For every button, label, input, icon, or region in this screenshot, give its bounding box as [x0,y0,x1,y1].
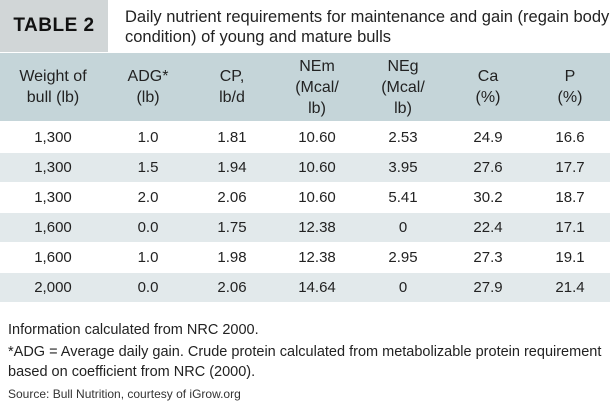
col-header-line: lb) [394,99,412,117]
table-cell: 1.81 [190,121,274,153]
col-header-line: P [564,68,576,85]
col-header-nem: NEm (Mcal/ lb) [274,53,360,122]
col-header-line: (lb) [136,89,160,106]
col-header-p: P (%) [530,53,610,122]
table-cell: 1.5 [106,152,190,183]
table-cell: 1,300 [0,121,106,153]
table-label: TABLE 2 [0,0,108,52]
footnote-adg: *ADG = Average daily gain. Crude protein… [8,344,602,380]
table-cell: 2.95 [360,242,446,273]
table-cell: 21.4 [530,272,610,303]
table-cell: 12.38 [274,242,360,273]
table-cell: 18.7 [530,182,610,213]
source-credit: Source: Bull Nutrition, courtesy of iGro… [8,387,241,401]
col-header-line: NEm [299,57,335,75]
table-cell: 12.38 [274,212,360,243]
table-cell: 0 [360,272,446,303]
table-cell: 1,600 [0,212,106,243]
table-cell: 1.75 [190,212,274,243]
col-header-neg: NEg (Mcal/ lb) [360,53,446,122]
col-header-line: bull (lb) [26,89,80,106]
col-header-line: lb) [308,99,326,117]
table-cell: 22.4 [446,212,530,243]
table-footnotes: Information calculated from NRC 2000. *A… [8,320,604,414]
table-cell: 27.9 [446,272,530,303]
table-caption: Daily nutrient requirements for maintena… [108,0,610,52]
table-cell: 14.64 [274,272,360,303]
table-cell: 1.0 [106,121,190,153]
col-header-weight: Weight of bull (lb) [0,53,106,122]
table-cell: 0 [360,212,446,243]
table-cell: 27.3 [446,242,530,273]
table-cell: 10.60 [274,182,360,213]
table-row: 1,300 1.0 1.81 10.60 2.53 24.9 16.6 [0,121,610,153]
table-cell: 2,000 [0,272,106,303]
table-row: 2,000 0.0 2.06 14.64 0 27.9 21.4 [0,272,610,303]
col-header-line: lb/d [219,89,245,106]
col-header-line: ADG* [127,68,169,85]
table-cell: 5.41 [360,182,446,213]
table-cell: 19.1 [530,242,610,273]
table-cell: 3.95 [360,152,446,183]
table-cell: 24.9 [446,121,530,153]
col-header-line: (%) [475,89,501,106]
table-row: 1,300 1.5 1.94 10.60 3.95 27.6 17.7 [0,152,610,183]
col-header-line: (Mcal/ [295,78,339,96]
table-row: 1,600 1.0 1.98 12.38 2.95 27.3 19.1 [0,242,610,273]
table-cell: 30.2 [446,182,530,213]
col-header-ca: Ca (%) [446,53,530,122]
col-header-line: Weight of [19,68,87,85]
table-row: 1,300 2.0 2.06 10.60 5.41 30.2 18.7 [0,182,610,213]
footnote-calculation: Information calculated from NRC 2000. [8,322,259,338]
table-title-band: TABLE 2 Daily nutrient requirements for … [0,0,610,52]
table-cell: 10.60 [274,121,360,153]
col-header-line: Ca [477,68,499,85]
header-row: Weight of bull (lb) ADG* (lb) CP, lb/d N… [0,53,610,122]
table-cell: 17.7 [530,152,610,183]
table-cell: 1.98 [190,242,274,273]
col-header-adg: ADG* (lb) [106,53,190,122]
col-header-line: CP, [219,68,245,85]
table-cell: 1.0 [106,242,190,273]
table-cell: 1,600 [0,242,106,273]
table-figure: TABLE 2 Daily nutrient requirements for … [0,0,610,401]
table-cell: 16.6 [530,121,610,153]
col-header-line: NEg [387,57,419,75]
table-cell: 10.60 [274,152,360,183]
nutrient-table: Weight of bull (lb) ADG* (lb) CP, lb/d N… [0,53,610,303]
table-cell: 1,300 [0,152,106,183]
table-cell: 2.06 [190,182,274,213]
table-cell: 0.0 [106,212,190,243]
table-cell: 1.94 [190,152,274,183]
table-cell: 2.53 [360,121,446,153]
table-cell: 27.6 [446,152,530,183]
col-header-cp: CP, lb/d [190,53,274,122]
col-header-line: (Mcal/ [381,78,425,96]
col-header-line: (%) [557,89,583,106]
table-cell: 2.06 [190,272,274,303]
table-cell: 0.0 [106,272,190,303]
table-row: 1,600 0.0 1.75 12.38 0 22.4 17.1 [0,212,610,243]
table-cell: 17.1 [530,212,610,243]
table-cell: 1,300 [0,182,106,213]
table-cell: 2.0 [106,182,190,213]
